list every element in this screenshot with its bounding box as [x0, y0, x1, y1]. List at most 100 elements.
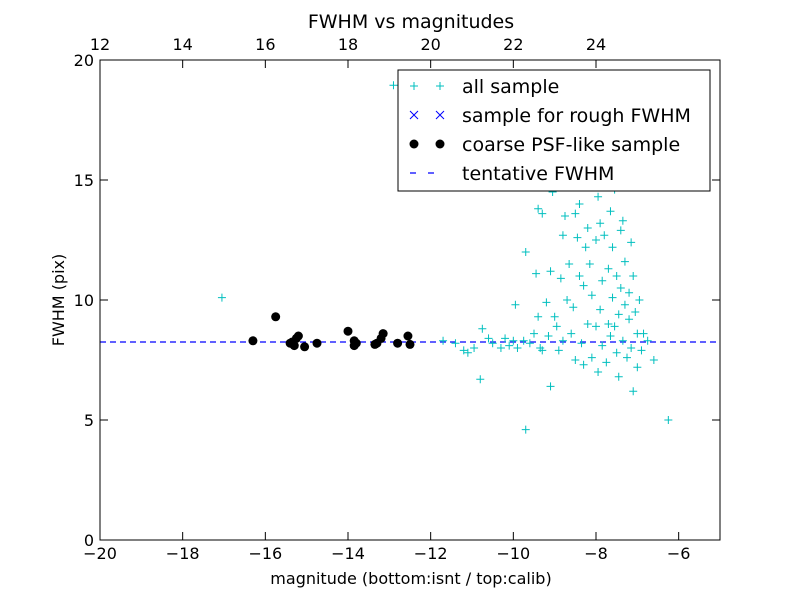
psf-sample-point: [271, 312, 281, 322]
all-sample-point: [596, 305, 605, 314]
top-tick-label: 20: [420, 35, 440, 54]
all-sample-point: [389, 81, 398, 90]
all-sample-point: [575, 200, 584, 208]
all-sample-point: [530, 329, 538, 338]
legend-label: coarse PSF-like sample: [462, 134, 680, 156]
all-sample-point: [608, 293, 617, 302]
all-sample-point: [538, 209, 547, 218]
legend-marker: [435, 110, 445, 120]
all-sample-point: [542, 298, 551, 307]
all-sample-point: [519, 336, 528, 345]
legend-marker: [409, 139, 419, 149]
all-sample-point: [509, 336, 518, 345]
all-sample-point: [439, 336, 448, 345]
all-sample-point: [558, 336, 567, 345]
x-tick-label: −14: [331, 544, 365, 563]
all-sample-point: [511, 300, 520, 309]
all-sample-point: [598, 341, 607, 350]
all-sample-point: [612, 348, 621, 357]
x-axis-label: magnitude (bottom:isnt / top:calib): [270, 569, 551, 588]
all-sample-point: [556, 274, 565, 283]
legend-marker: [410, 82, 418, 90]
all-sample-point: [616, 226, 625, 235]
all-sample-point: [538, 346, 547, 355]
psf-sample-point: [289, 341, 299, 351]
all-sample-point: [546, 267, 555, 276]
psf-sample-point: [312, 338, 322, 348]
all-sample-point: [478, 324, 487, 333]
psf-sample-point: [300, 342, 310, 352]
psf-sample-point: [403, 331, 413, 341]
all-sample-point: [649, 356, 658, 364]
all-sample-point: [513, 344, 522, 352]
all-sample-point: [571, 209, 580, 218]
y-tick-label: 15: [74, 171, 94, 190]
all-sample-point: [565, 260, 574, 268]
x-tick-label: −18: [166, 544, 200, 563]
all-sample-point: [614, 310, 623, 319]
legend-marker: [435, 139, 445, 149]
all-sample-point: [608, 243, 617, 252]
all-sample-point: [598, 276, 607, 285]
all-sample-point: [639, 329, 648, 338]
all-sample-point: [594, 192, 603, 201]
all-sample-point: [451, 339, 460, 348]
all-sample-point: [534, 204, 543, 213]
x-tick-label: −8: [584, 544, 608, 563]
all-sample-point: [592, 236, 600, 244]
all-sample-point: [583, 320, 592, 328]
all-sample-point: [552, 322, 561, 331]
all-sample-point: [612, 272, 621, 280]
y-tick-label: 10: [74, 291, 94, 310]
psf-sample-point: [343, 326, 353, 336]
all-sample-point: [569, 303, 578, 312]
all-sample-point: [594, 368, 603, 376]
all-sample-point: [587, 291, 596, 300]
all-sample-point: [583, 224, 592, 232]
all-sample-point: [521, 425, 530, 434]
all-sample-point: [629, 387, 638, 396]
all-sample-point: [643, 336, 652, 345]
y-tick-label: 0: [84, 531, 94, 550]
all-sample-point: [534, 312, 543, 321]
top-tick-label: 12: [90, 35, 110, 54]
legend-label: tentative FWHM: [462, 163, 614, 185]
all-sample-point: [627, 344, 636, 352]
x-tick-label: −6: [667, 544, 691, 563]
all-sample-point: [600, 231, 609, 240]
psf-sample-point: [378, 329, 388, 339]
all-sample-point: [470, 344, 479, 352]
x-tick-label: −20: [83, 544, 117, 563]
y-tick-label: 20: [74, 51, 94, 70]
all-sample-point: [620, 300, 629, 309]
all-sample-point: [577, 339, 586, 348]
top-tick-label: 18: [338, 35, 358, 54]
all-sample-point: [459, 346, 468, 355]
all-sample-point: [606, 332, 615, 340]
legend-label: all sample: [462, 76, 559, 98]
all-sample-point: [602, 358, 611, 367]
chart-title: FWHM vs magnitudes: [308, 11, 514, 33]
psf-sample-point: [393, 338, 403, 348]
all-sample-point: [625, 288, 634, 297]
all-sample-point: [592, 322, 600, 331]
y-axis-label: FWHM (pix): [49, 254, 68, 347]
all-sample-point: [623, 353, 631, 362]
x-tick-label: −10: [496, 544, 530, 563]
all-sample-point: [633, 363, 642, 372]
all-sample-point: [463, 348, 472, 357]
all-sample-point: [579, 360, 588, 369]
psf-sample-point: [405, 339, 415, 349]
top-tick-label: 14: [172, 35, 192, 54]
all-sample-point: [484, 334, 493, 343]
all-sample-point: [614, 372, 623, 381]
all-sample-point: [558, 231, 567, 240]
psf-sample-point: [351, 338, 361, 348]
all-sample-point: [631, 308, 640, 316]
legend-label: sample for rough FWHM: [462, 105, 691, 127]
all-sample-point: [596, 219, 605, 228]
all-sample-point: [217, 293, 226, 302]
all-sample-point: [587, 353, 596, 362]
all-sample-point: [496, 344, 505, 352]
all-sample-point: [476, 375, 485, 384]
